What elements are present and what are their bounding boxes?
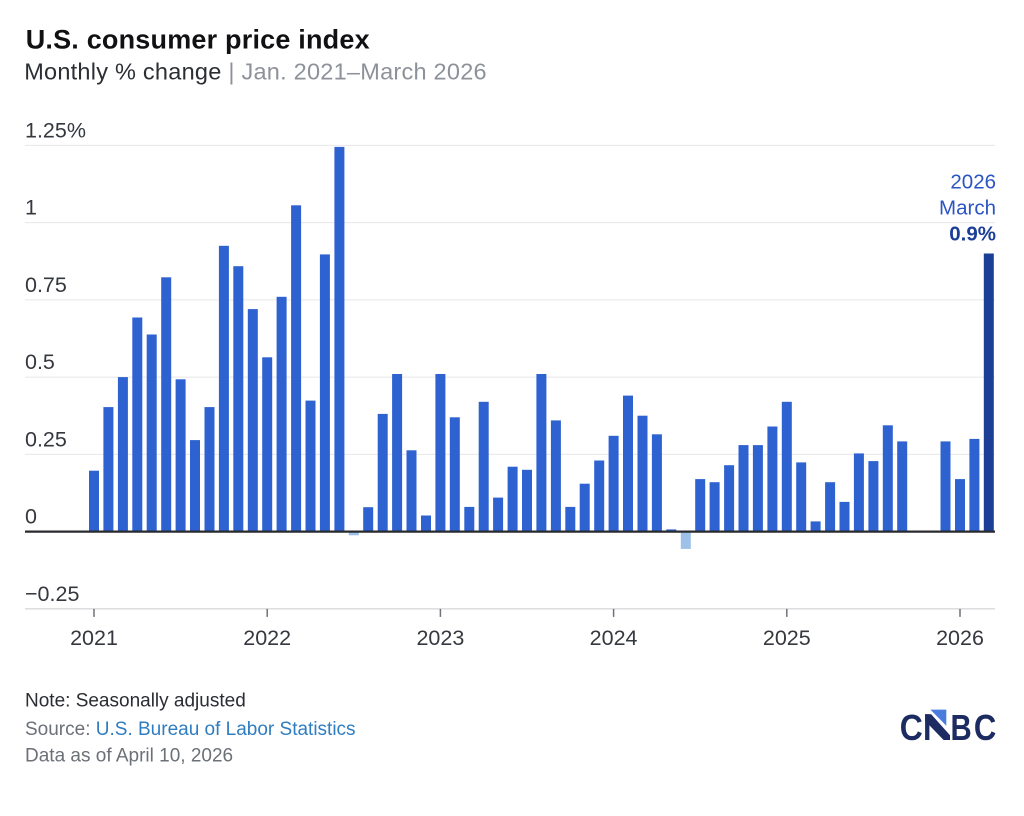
svg-text:2021: 2021 bbox=[70, 626, 118, 650]
svg-text:C: C bbox=[900, 707, 923, 748]
svg-text:Source: U.S. Bureau of Labor S: Source: U.S. Bureau of Labor Statistics bbox=[25, 719, 356, 740]
svg-text:Monthly % change | Jan. 2021–M: Monthly % change | Jan. 2021–March 2026 bbox=[24, 59, 487, 85]
svg-text:0: 0 bbox=[25, 505, 37, 529]
svg-text:0.75: 0.75 bbox=[25, 273, 67, 297]
svg-text:2024: 2024 bbox=[590, 626, 638, 650]
svg-text:1.25%: 1.25% bbox=[25, 118, 86, 142]
svg-text:2022: 2022 bbox=[243, 626, 291, 650]
svg-text:2023: 2023 bbox=[416, 626, 464, 650]
svg-text:0.9%: 0.9% bbox=[949, 222, 996, 245]
svg-text:C: C bbox=[974, 707, 996, 748]
svg-text:−0.25: −0.25 bbox=[25, 582, 79, 606]
svg-text:Note: Seasonally adjusted: Note: Seasonally adjusted bbox=[25, 691, 246, 712]
svg-text:March: March bbox=[939, 196, 996, 219]
svg-text:2025: 2025 bbox=[763, 626, 811, 650]
svg-text:Data as of April 10, 2026: Data as of April 10, 2026 bbox=[25, 746, 233, 767]
svg-text:2026: 2026 bbox=[950, 171, 996, 194]
svg-text:1: 1 bbox=[25, 196, 37, 220]
svg-text:0.25: 0.25 bbox=[25, 427, 67, 451]
svg-text:2026: 2026 bbox=[936, 626, 984, 650]
svg-text:0.5: 0.5 bbox=[25, 350, 55, 374]
svg-text:B: B bbox=[951, 707, 972, 748]
svg-text:U.S. consumer price index: U.S. consumer price index bbox=[26, 25, 370, 55]
